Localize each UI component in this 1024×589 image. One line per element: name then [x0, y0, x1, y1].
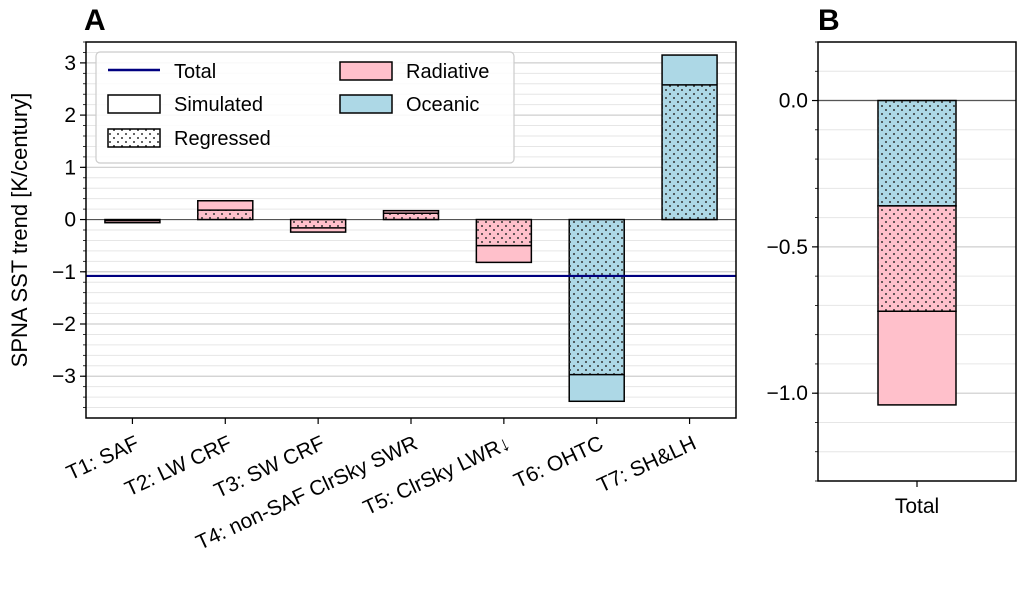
legend: Total Simulated Regressed Radiative Oceanic — [95, 51, 515, 164]
regressed-bar — [290, 219, 346, 228]
legend-regressed-swatch — [107, 128, 161, 148]
legend-simulated-swatch — [107, 94, 161, 114]
y-tick-label: 0 — [64, 209, 76, 232]
y-tick-label: −0.5 — [767, 236, 808, 259]
y-axis-label: SPNA SST trend [K/century] — [7, 93, 32, 368]
regressed-bar — [662, 84, 718, 220]
y-tick-label: −2 — [52, 313, 76, 336]
panel-letter-a: A — [84, 4, 106, 37]
y-tick-label: 0.0 — [779, 90, 808, 113]
regressed-bar — [383, 213, 439, 220]
regressed-bar — [569, 219, 625, 375]
legend-oceanic-label: Oceanic — [406, 94, 479, 116]
panel-letter-b: B — [818, 4, 840, 37]
y-tick-label: −3 — [52, 365, 76, 388]
y-tick-label: −1 — [52, 261, 76, 284]
stack-segment-hatch — [878, 205, 956, 312]
y-tick-label: 2 — [64, 104, 76, 127]
regressed-bar — [197, 210, 253, 220]
stack-segment-hatch — [878, 100, 956, 206]
legend-regressed-label: Regressed — [174, 128, 271, 150]
x-tick-label: T7: SH&LH — [594, 432, 700, 498]
stack-segment — [877, 310, 957, 406]
axes-frame — [85, 41, 737, 419]
legend-radiative-swatch — [339, 61, 393, 81]
y-tick-label: 1 — [64, 156, 76, 179]
y-tick-label: −1.0 — [767, 382, 808, 405]
x-tick-label: Total — [895, 495, 939, 518]
axes-frame — [817, 41, 1017, 482]
legend-radiative-label: Radiative — [406, 61, 489, 83]
panel-b: Total 0.0 −0.5 −1.0 — [767, 41, 1017, 518]
x-tick-label: T6: OHTC — [510, 432, 606, 493]
legend-oceanic-swatch — [339, 94, 393, 114]
legend-box — [95, 51, 515, 164]
legend-simulated-label: Simulated — [174, 94, 263, 116]
regressed-bar — [476, 219, 532, 246]
legend-total-label: Total — [174, 61, 216, 83]
y-tick-label: 3 — [64, 52, 76, 75]
